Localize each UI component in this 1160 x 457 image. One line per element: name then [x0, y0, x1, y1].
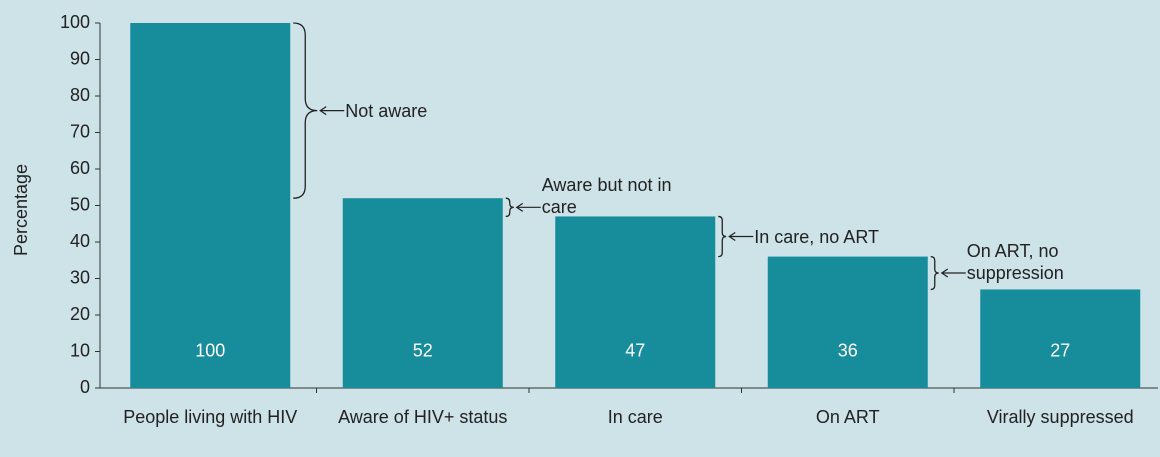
value-label: 36: [838, 340, 858, 360]
annotation: Not aware: [345, 100, 428, 121]
y-tick-label: 80: [70, 85, 90, 105]
arrow-head: [728, 232, 736, 242]
y-tick-label: 30: [70, 267, 90, 287]
value-label: 47: [625, 340, 645, 360]
bar: [555, 216, 716, 388]
value-label: 100: [195, 340, 225, 360]
arrow-head: [515, 202, 524, 212]
y-tick-label: 50: [70, 194, 90, 214]
bar: [767, 256, 928, 388]
y-tick-label: 10: [70, 340, 90, 360]
y-tick-label: 0: [80, 377, 90, 397]
annotation: On ART, no suppression: [966, 241, 1064, 284]
brace: [930, 255, 939, 291]
bar: [130, 23, 291, 388]
y-axis-label: Percentage: [11, 164, 31, 256]
y-tick-label: 70: [70, 121, 90, 141]
bar: [980, 289, 1141, 388]
annotation: Aware but not in care: [541, 175, 672, 218]
x-tick-label: In care: [607, 407, 663, 427]
x-tick-label: On ART: [815, 407, 880, 427]
y-tick-label: 90: [70, 48, 90, 68]
brace: [293, 22, 318, 199]
y-tick-label: 60: [70, 158, 90, 178]
arrow-head: [940, 268, 949, 278]
x-tick-label: People living with HIV: [123, 407, 298, 427]
x-tick-label: Aware of HIV+ status: [338, 407, 508, 427]
value-label: 27: [1050, 340, 1070, 360]
y-tick-label: 100: [60, 12, 90, 32]
x-tick-label: Virally suppressed: [986, 407, 1134, 427]
annotation: In care, no ART: [754, 226, 879, 247]
brace: [718, 215, 727, 258]
brace: [505, 197, 514, 218]
y-tick-label: 20: [70, 304, 90, 324]
arrow-head: [319, 106, 327, 116]
bar: [342, 198, 503, 388]
value-label: 52: [413, 340, 433, 360]
y-tick-label: 40: [70, 231, 90, 251]
